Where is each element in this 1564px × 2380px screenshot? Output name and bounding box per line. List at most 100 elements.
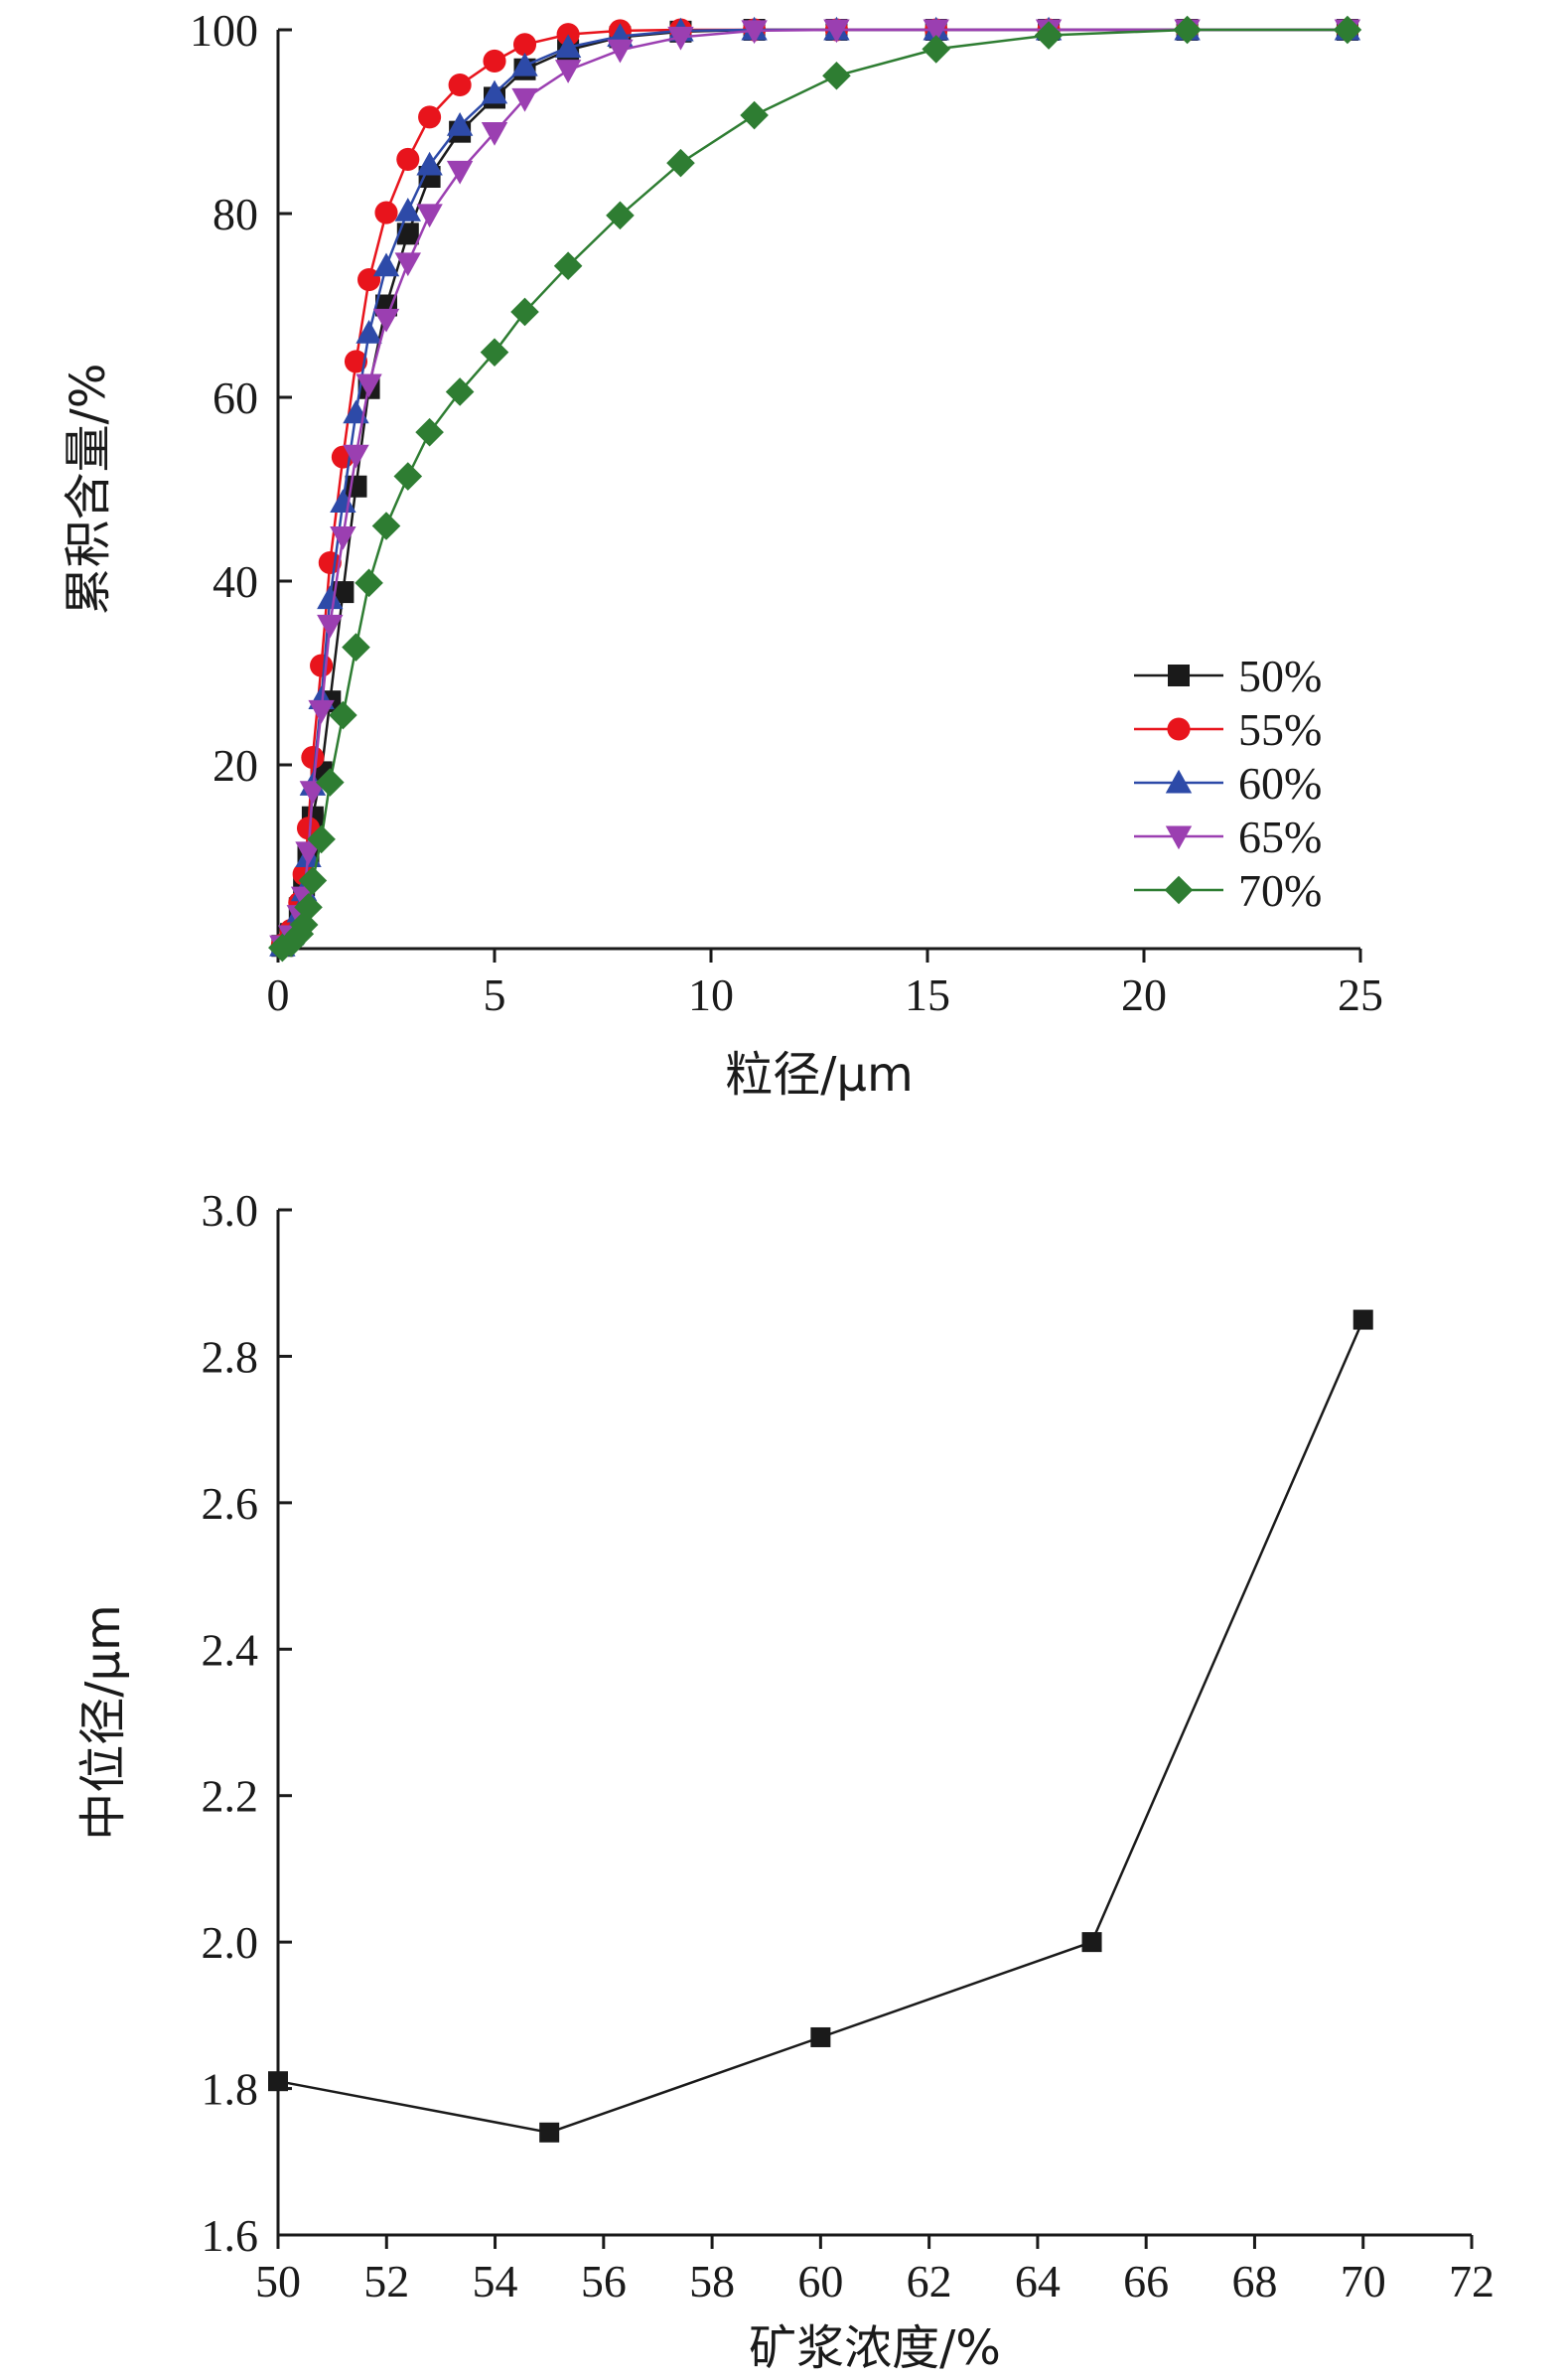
y-tick-label: 100 <box>190 5 258 56</box>
data-point <box>607 39 634 64</box>
x-axis-label: 矿浆浓度/% <box>749 2320 1001 2376</box>
legend-marker <box>1164 875 1194 905</box>
y-tick-label: 1.8 <box>202 2064 259 2115</box>
data-point <box>810 2026 831 2047</box>
data-point <box>371 512 401 540</box>
data-point <box>301 746 325 770</box>
x-tick-label: 72 <box>1449 2256 1494 2306</box>
data-point <box>372 308 400 333</box>
series-0 <box>268 1309 1373 2143</box>
legend-marker <box>1168 665 1190 686</box>
data-point <box>741 20 768 45</box>
x-tick-label: 10 <box>688 969 734 1020</box>
data-point <box>418 105 442 129</box>
data-point <box>448 73 472 97</box>
x-tick-label: 20 <box>1121 969 1167 1020</box>
x-tick-label: 58 <box>689 2256 735 2306</box>
x-tick-label: 50 <box>255 2256 301 2306</box>
x-tick-label: 66 <box>1123 2256 1169 2306</box>
data-point <box>481 122 508 146</box>
data-point <box>553 251 583 281</box>
data-point <box>481 79 508 104</box>
data-point <box>345 475 367 498</box>
legend-label: 65% <box>1238 812 1322 862</box>
x-tick-label: 56 <box>581 2256 627 2306</box>
y-axis-label: 中位径/μm <box>75 1604 131 1840</box>
y-tick-label: 3.0 <box>202 1185 259 1236</box>
data-point <box>446 160 474 185</box>
data-point <box>667 26 694 51</box>
y-tick-label: 2.6 <box>202 1478 259 1529</box>
data-point <box>299 781 327 806</box>
series-line <box>281 28 1348 946</box>
x-tick-label: 54 <box>473 2256 518 2306</box>
data-point <box>1034 21 1064 50</box>
data-point <box>511 52 538 76</box>
data-point <box>415 417 444 447</box>
data-point <box>511 87 538 112</box>
x-tick-label: 70 <box>1341 2256 1386 2306</box>
data-point <box>355 373 382 398</box>
data-point <box>483 49 506 73</box>
data-point <box>329 700 357 730</box>
x-tick-label: 62 <box>907 2256 952 2306</box>
data-point <box>606 201 635 230</box>
data-point <box>394 198 421 222</box>
data-point <box>374 201 398 224</box>
data-point <box>445 377 475 406</box>
legend-label: 60% <box>1238 758 1322 809</box>
data-point <box>922 35 951 64</box>
series-line <box>281 28 1348 947</box>
data-point <box>396 223 419 245</box>
y-tick-label: 60 <box>213 372 258 423</box>
x-tick-label: 52 <box>363 2256 409 2306</box>
data-point <box>355 568 383 598</box>
x-tick-label: 15 <box>905 969 950 1020</box>
y-tick-label: 2.8 <box>202 1331 259 1382</box>
data-point <box>316 768 345 797</box>
data-point <box>330 526 356 550</box>
y-tick-label: 1.6 <box>202 2210 259 2261</box>
y-axis-label: 累积含量/% <box>61 364 116 616</box>
x-tick-label: 0 <box>267 969 290 1020</box>
legend-entry: 70% <box>1134 865 1322 916</box>
legend-marker <box>1165 769 1193 794</box>
x-tick-label: 64 <box>1015 2256 1061 2306</box>
data-point <box>512 33 537 57</box>
y-tick-label: 80 <box>213 189 258 239</box>
x-tick-label: 68 <box>1231 2256 1277 2306</box>
data-point <box>1173 15 1202 45</box>
y-tick-label: 2.2 <box>202 1771 259 1822</box>
data-point <box>298 866 328 895</box>
x-tick-label: 60 <box>797 2256 843 2306</box>
data-point <box>539 2122 560 2143</box>
data-point <box>554 34 582 59</box>
median-size-chart: 50 52 54 56 58 60 62 64 66 68 70 72 1.6 1.8 2.0 2.2 2.4 2… <box>75 1185 1494 2376</box>
cumulative-distribution-chart: 0 5 10 15 20 25 20 40 60 80 100 粒径/μm 累积含量/% 50%55%60… <box>61 5 1383 1103</box>
y-tick-label: 20 <box>213 740 258 791</box>
series-line <box>277 1319 1364 2135</box>
legend-entry: 55% <box>1134 704 1322 755</box>
data-point <box>396 147 420 171</box>
x-axis-label: 粒径/μm <box>725 1047 913 1103</box>
x-tick-label: 25 <box>1338 969 1383 1020</box>
data-point <box>393 462 423 491</box>
data-point <box>1333 15 1362 45</box>
data-point <box>554 60 582 83</box>
data-point <box>355 320 382 344</box>
legend-entry: 60% <box>1134 758 1322 809</box>
data-point <box>823 19 850 44</box>
legend-marker <box>1167 717 1191 741</box>
data-point <box>480 338 509 367</box>
data-point <box>332 581 355 604</box>
data-point <box>344 350 368 373</box>
data-point <box>822 61 851 90</box>
data-point <box>416 151 443 176</box>
data-point <box>307 824 336 854</box>
data-point <box>510 297 539 327</box>
legend-label: 70% <box>1238 865 1322 916</box>
y-tick-label: 2.4 <box>202 1624 259 1675</box>
data-point <box>294 893 323 922</box>
data-point <box>740 100 769 130</box>
